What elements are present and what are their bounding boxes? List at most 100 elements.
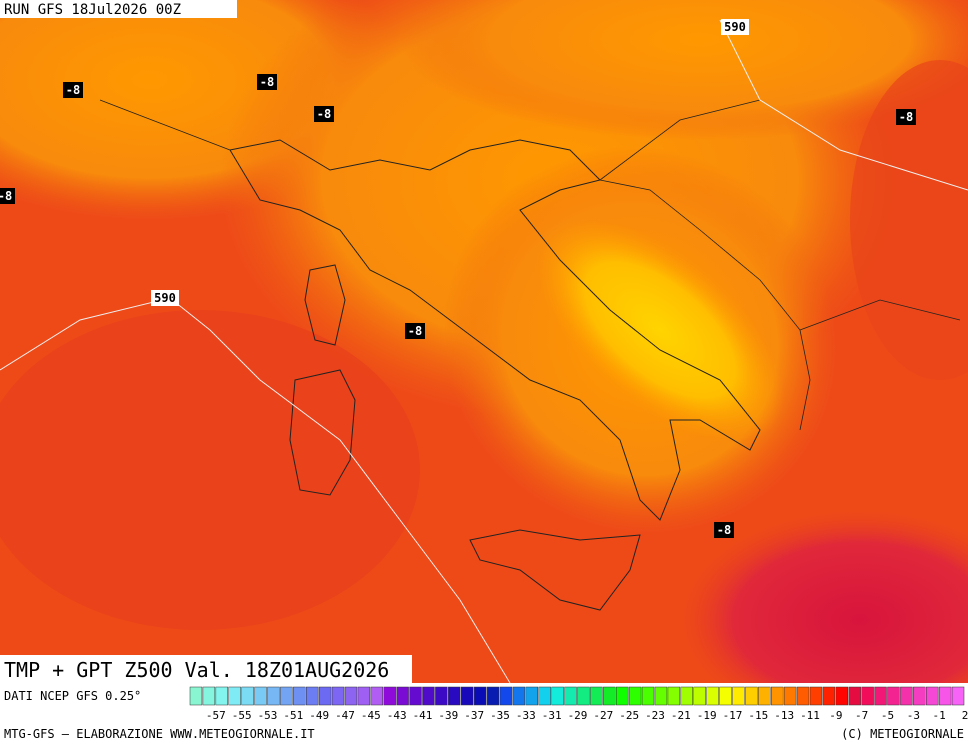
legend-swatch: [680, 686, 693, 706]
contour-label-box: [257, 74, 277, 90]
legend-swatch: [706, 686, 719, 706]
legend-label: -3: [907, 709, 920, 722]
legend-swatch: [577, 686, 590, 706]
legend-swatch: [616, 686, 629, 706]
legend-swatch: [461, 686, 474, 706]
temp-label: -8: [899, 110, 913, 124]
legend-swatch: [409, 686, 422, 706]
legend-label: -13: [774, 709, 794, 722]
title-box: [0, 655, 412, 683]
height-label: 590: [154, 291, 176, 305]
legend-swatch: [628, 686, 642, 706]
contour-label-box: [0, 188, 15, 204]
legend-label: -49: [309, 709, 329, 722]
legend-label: -7: [855, 709, 868, 722]
run-label: RUN GFS 18Jul2026 00Z: [4, 2, 181, 18]
legend-label: -45: [361, 709, 381, 722]
legend-swatch: [913, 686, 926, 706]
legend-swatch: [525, 686, 538, 706]
legend-swatch: [344, 686, 358, 706]
legend-swatch: [293, 686, 306, 706]
temp-label: -8: [260, 75, 274, 89]
legend-label: -1: [933, 709, 946, 722]
legend-label: -19: [697, 709, 717, 722]
legend-swatch: [783, 686, 797, 706]
legend-label: -51: [283, 709, 303, 722]
temp-label: -8: [317, 107, 331, 121]
legend-label: -37: [464, 709, 484, 722]
legend-swatch: [228, 686, 241, 706]
map: [0, 0, 968, 730]
legend-swatch: [551, 686, 564, 706]
temp-label: -8: [717, 523, 731, 537]
legend-swatch: [435, 686, 448, 706]
legend-swatch: [861, 686, 874, 706]
legend-swatch: [732, 686, 745, 706]
header-box: [0, 0, 237, 18]
legend-swatch: [758, 686, 771, 706]
legend-swatch: [538, 686, 551, 706]
legend-swatch: [306, 686, 319, 706]
legend-label: -27: [593, 709, 613, 722]
legend-swatch: [499, 686, 513, 706]
legend-label: -5: [881, 709, 894, 722]
legend-swatch: [926, 686, 939, 706]
legend-swatch: [938, 686, 952, 706]
legend-swatch: [667, 686, 681, 706]
legend-swatch: [564, 686, 577, 706]
temp-label: -8: [0, 189, 12, 203]
legend-swatch: [357, 686, 371, 706]
legend-label: -23: [645, 709, 665, 722]
legend-label: -41: [413, 709, 433, 722]
legend-swatch: [486, 686, 500, 706]
legend-swatch: [951, 686, 965, 706]
legend-swatch: [771, 686, 784, 706]
legend-label: -43: [387, 709, 407, 722]
legend-swatch: [887, 686, 900, 706]
legend-swatch: [512, 686, 526, 706]
legend-swatch: [448, 686, 461, 706]
legend-swatch: [796, 686, 810, 706]
legend-label: -25: [619, 709, 639, 722]
legend-label: -11: [800, 709, 820, 722]
legend-label: -33: [516, 709, 536, 722]
credit-left: MTG-GFS — ELABORAZIONE WWW.METEOGIORNALE…: [4, 727, 315, 741]
legend-label: -47: [335, 709, 355, 722]
legend-swatch: [202, 686, 216, 706]
legend-swatch: [215, 686, 228, 706]
legend-swatch: [822, 686, 836, 706]
contour-label-box: [151, 290, 179, 306]
height-label: 590: [724, 20, 746, 34]
legend-swatch: [603, 686, 616, 706]
legend-label: -57: [206, 709, 226, 722]
contour-label-box: [405, 323, 425, 339]
legend-swatch: [900, 686, 913, 706]
contour-label-box: [314, 106, 334, 122]
contour-label-box: [714, 522, 734, 538]
legend-label: -21: [671, 709, 691, 722]
legend-swatch: [383, 686, 396, 706]
legend-swatch: [318, 686, 332, 706]
credit-right: (C) METEOGIORNALE: [841, 727, 964, 741]
legend-label: -35: [490, 709, 510, 722]
legend-swatch: [719, 686, 732, 706]
legend-label: -55: [232, 709, 252, 722]
legend-label: -29: [568, 709, 588, 722]
legend-swatch: [693, 686, 706, 706]
legend-swatch: [809, 686, 823, 706]
legend-label: -31: [542, 709, 562, 722]
legend-swatch: [641, 686, 655, 706]
legend-swatch: [396, 686, 409, 706]
legend-label: -17: [723, 709, 743, 722]
legend-swatch: [254, 686, 267, 706]
legend-swatch: [241, 686, 254, 706]
legend-swatch: [745, 686, 758, 706]
legend-label: -15: [748, 709, 768, 722]
legend-swatch: [848, 686, 861, 706]
legend-swatch: [280, 686, 293, 706]
contour-label-box: [721, 19, 749, 35]
legend-swatch: [331, 686, 345, 706]
map-title: TMP + GPT Z500 Val. 18Z01AUG2026: [4, 658, 389, 682]
legend-swatch: [654, 686, 668, 706]
legend-swatch: [189, 686, 203, 706]
